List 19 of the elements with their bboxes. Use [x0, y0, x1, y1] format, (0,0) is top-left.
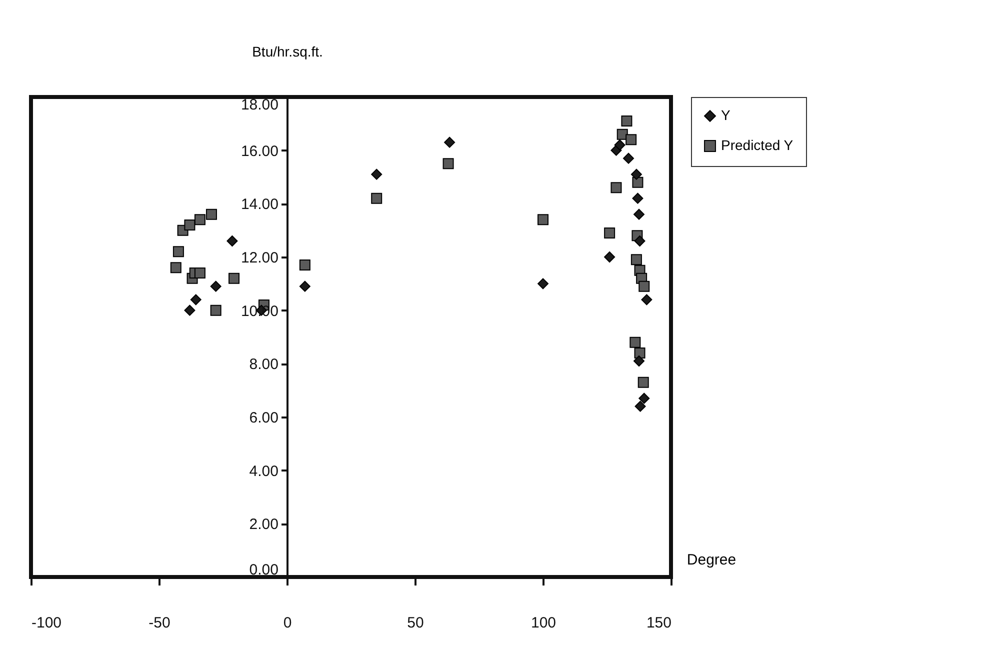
y-tick-label: 16.00 — [240, 142, 278, 160]
legend-label: Predicted Y — [721, 137, 794, 153]
x-tick-label: 0 — [283, 614, 292, 632]
y-tick-label: 6.00 — [249, 410, 278, 426]
x-axis-title: Degree — [686, 552, 736, 568]
x-tick-label: -50 — [148, 614, 170, 632]
y-tick-label: 12.00 — [240, 250, 278, 266]
y-tick-label: 4.00 — [249, 462, 278, 480]
x-tick-label: 100 — [530, 614, 556, 632]
x-tick-label: 150 — [646, 614, 672, 632]
y-tick-label: 8.00 — [249, 356, 278, 374]
y-tick-label: 18.00 — [240, 96, 278, 114]
y-tick-label: 0.00 — [249, 562, 278, 578]
x-tick-label: -100 — [32, 614, 62, 632]
y-tick-label: 2.00 — [249, 516, 278, 534]
legend-label: Y — [721, 107, 731, 123]
y-axis-title: Btu/hr.sq.ft. — [252, 44, 323, 60]
y-tick-label: 14.00 — [240, 196, 278, 214]
x-tick-label: 50 — [407, 614, 424, 632]
